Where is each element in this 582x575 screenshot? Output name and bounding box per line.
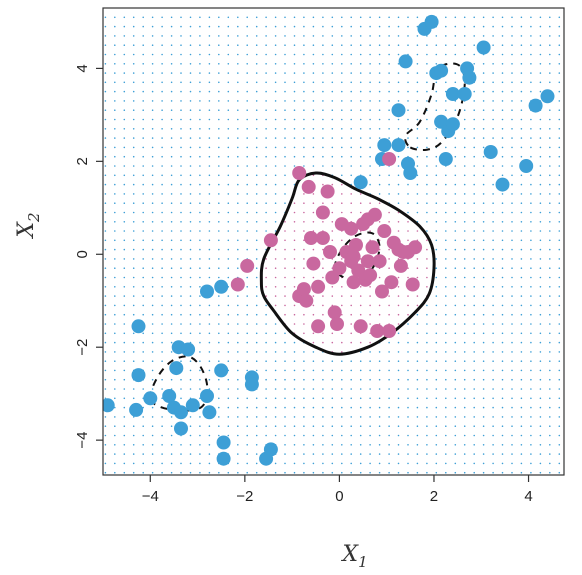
- blue-point-4: [143, 391, 158, 406]
- pink-point-33: [372, 254, 387, 269]
- blue-point-39: [445, 117, 460, 132]
- blue-point-48: [528, 98, 543, 113]
- pink-point-10: [311, 319, 326, 334]
- pink-point-13: [323, 245, 337, 259]
- blue-point-41: [457, 87, 472, 101]
- y-tick-label: 4: [74, 64, 91, 72]
- y-axis: −4 −2 0 2 4: [74, 64, 103, 449]
- bg-dots-blue: [104, 16, 561, 474]
- blue-point-3: [131, 319, 146, 334]
- blue-point-44: [476, 40, 491, 55]
- blue-point-37: [438, 152, 453, 166]
- x-tick-label: 4: [524, 488, 532, 505]
- pink-point-0: [230, 277, 245, 292]
- pink-point-31: [367, 207, 382, 222]
- pink-point-32: [370, 324, 385, 338]
- blue-point-40: [445, 87, 460, 101]
- bayes-boundary-1: [404, 62, 466, 152]
- pink-point-22: [349, 238, 363, 252]
- pink-point-48: [375, 284, 389, 299]
- background-dot-grid: [104, 16, 561, 474]
- pink-point-37: [384, 275, 399, 290]
- pink-point-30: [365, 240, 380, 255]
- blue-point-46: [495, 177, 510, 192]
- pink-point-3: [292, 166, 307, 180]
- pink-point-9: [306, 256, 321, 271]
- blue-point-33: [424, 14, 439, 29]
- x-tick-label: 0: [335, 488, 343, 505]
- pink-point-12: [320, 184, 335, 199]
- y-axis-title: X2: [14, 212, 43, 239]
- pink-point-1: [240, 258, 255, 273]
- blue-point-27: [391, 138, 406, 153]
- blue-point-28: [391, 103, 406, 118]
- blue-point-17: [216, 451, 231, 466]
- pink-point-35: [382, 324, 397, 338]
- blue-point-19: [244, 377, 259, 392]
- pink-point-11: [315, 231, 330, 245]
- blue-point-13: [200, 389, 214, 403]
- pink-point-8: [311, 279, 326, 294]
- pink-point-47: [304, 231, 318, 245]
- pink-point-29: [363, 268, 378, 283]
- blue-point-11: [181, 342, 196, 357]
- pink-point-46: [346, 249, 361, 264]
- blue-point-15: [214, 363, 229, 378]
- blue-point-14: [202, 405, 217, 420]
- blue-point-2: [131, 368, 146, 383]
- pink-point-15: [327, 305, 342, 320]
- blue-point-1: [129, 402, 144, 417]
- y-tick-label: −4: [74, 432, 91, 449]
- x-axis: −4 −2 0 2 4: [142, 475, 533, 505]
- blue-point-23: [214, 279, 229, 294]
- x-axis-title: X1: [340, 542, 367, 571]
- pink-point-43: [405, 277, 420, 292]
- data-points: [103, 14, 555, 466]
- y-tick-label: 2: [74, 157, 91, 165]
- plot-frame: [102, 7, 565, 476]
- pink-point-28: [360, 254, 375, 269]
- blue-point-49: [540, 89, 555, 104]
- pink-point-21: [346, 275, 361, 290]
- pink-point-24: [353, 319, 368, 334]
- classifier-boundary: [259, 171, 436, 356]
- blue-point-45: [483, 145, 498, 159]
- blue-point-12: [185, 398, 200, 413]
- blue-point-35: [434, 63, 449, 78]
- blue-point-0: [103, 398, 115, 413]
- bayes-boundary-2: [333, 231, 381, 282]
- pink-point-44: [408, 240, 423, 255]
- pink-point-36: [382, 152, 397, 166]
- pink-point-6: [296, 282, 311, 297]
- y-tick-label: 0: [74, 250, 91, 258]
- y-tick-label: −2: [74, 339, 91, 356]
- pink-point-45: [315, 205, 330, 220]
- blue-point-26: [377, 138, 392, 153]
- blue-point-24: [353, 175, 368, 190]
- blue-point-47: [519, 159, 534, 173]
- blue-point-31: [403, 166, 418, 180]
- pink-point-4: [301, 179, 316, 194]
- pink-point-34: [377, 224, 392, 238]
- blue-point-43: [462, 70, 477, 85]
- pink-point-7: [299, 293, 314, 308]
- x-tick-label: 2: [430, 488, 438, 505]
- blue-point-10: [174, 405, 188, 420]
- x-tick-label: −2: [236, 488, 253, 505]
- pink-point-2: [263, 233, 278, 248]
- pink-point-49: [344, 221, 359, 236]
- pink-point-40: [393, 258, 408, 273]
- blue-point-22: [200, 284, 214, 299]
- blue-point-16: [216, 435, 231, 450]
- pink-point-16: [330, 317, 344, 331]
- blue-point-21: [263, 442, 278, 457]
- pink-point-17: [332, 261, 347, 276]
- blue-point-29: [398, 54, 413, 69]
- blue-point-5: [162, 389, 177, 403]
- x-tick-label: −4: [142, 488, 159, 505]
- blue-point-7: [169, 361, 184, 376]
- blue-point-9: [174, 421, 188, 436]
